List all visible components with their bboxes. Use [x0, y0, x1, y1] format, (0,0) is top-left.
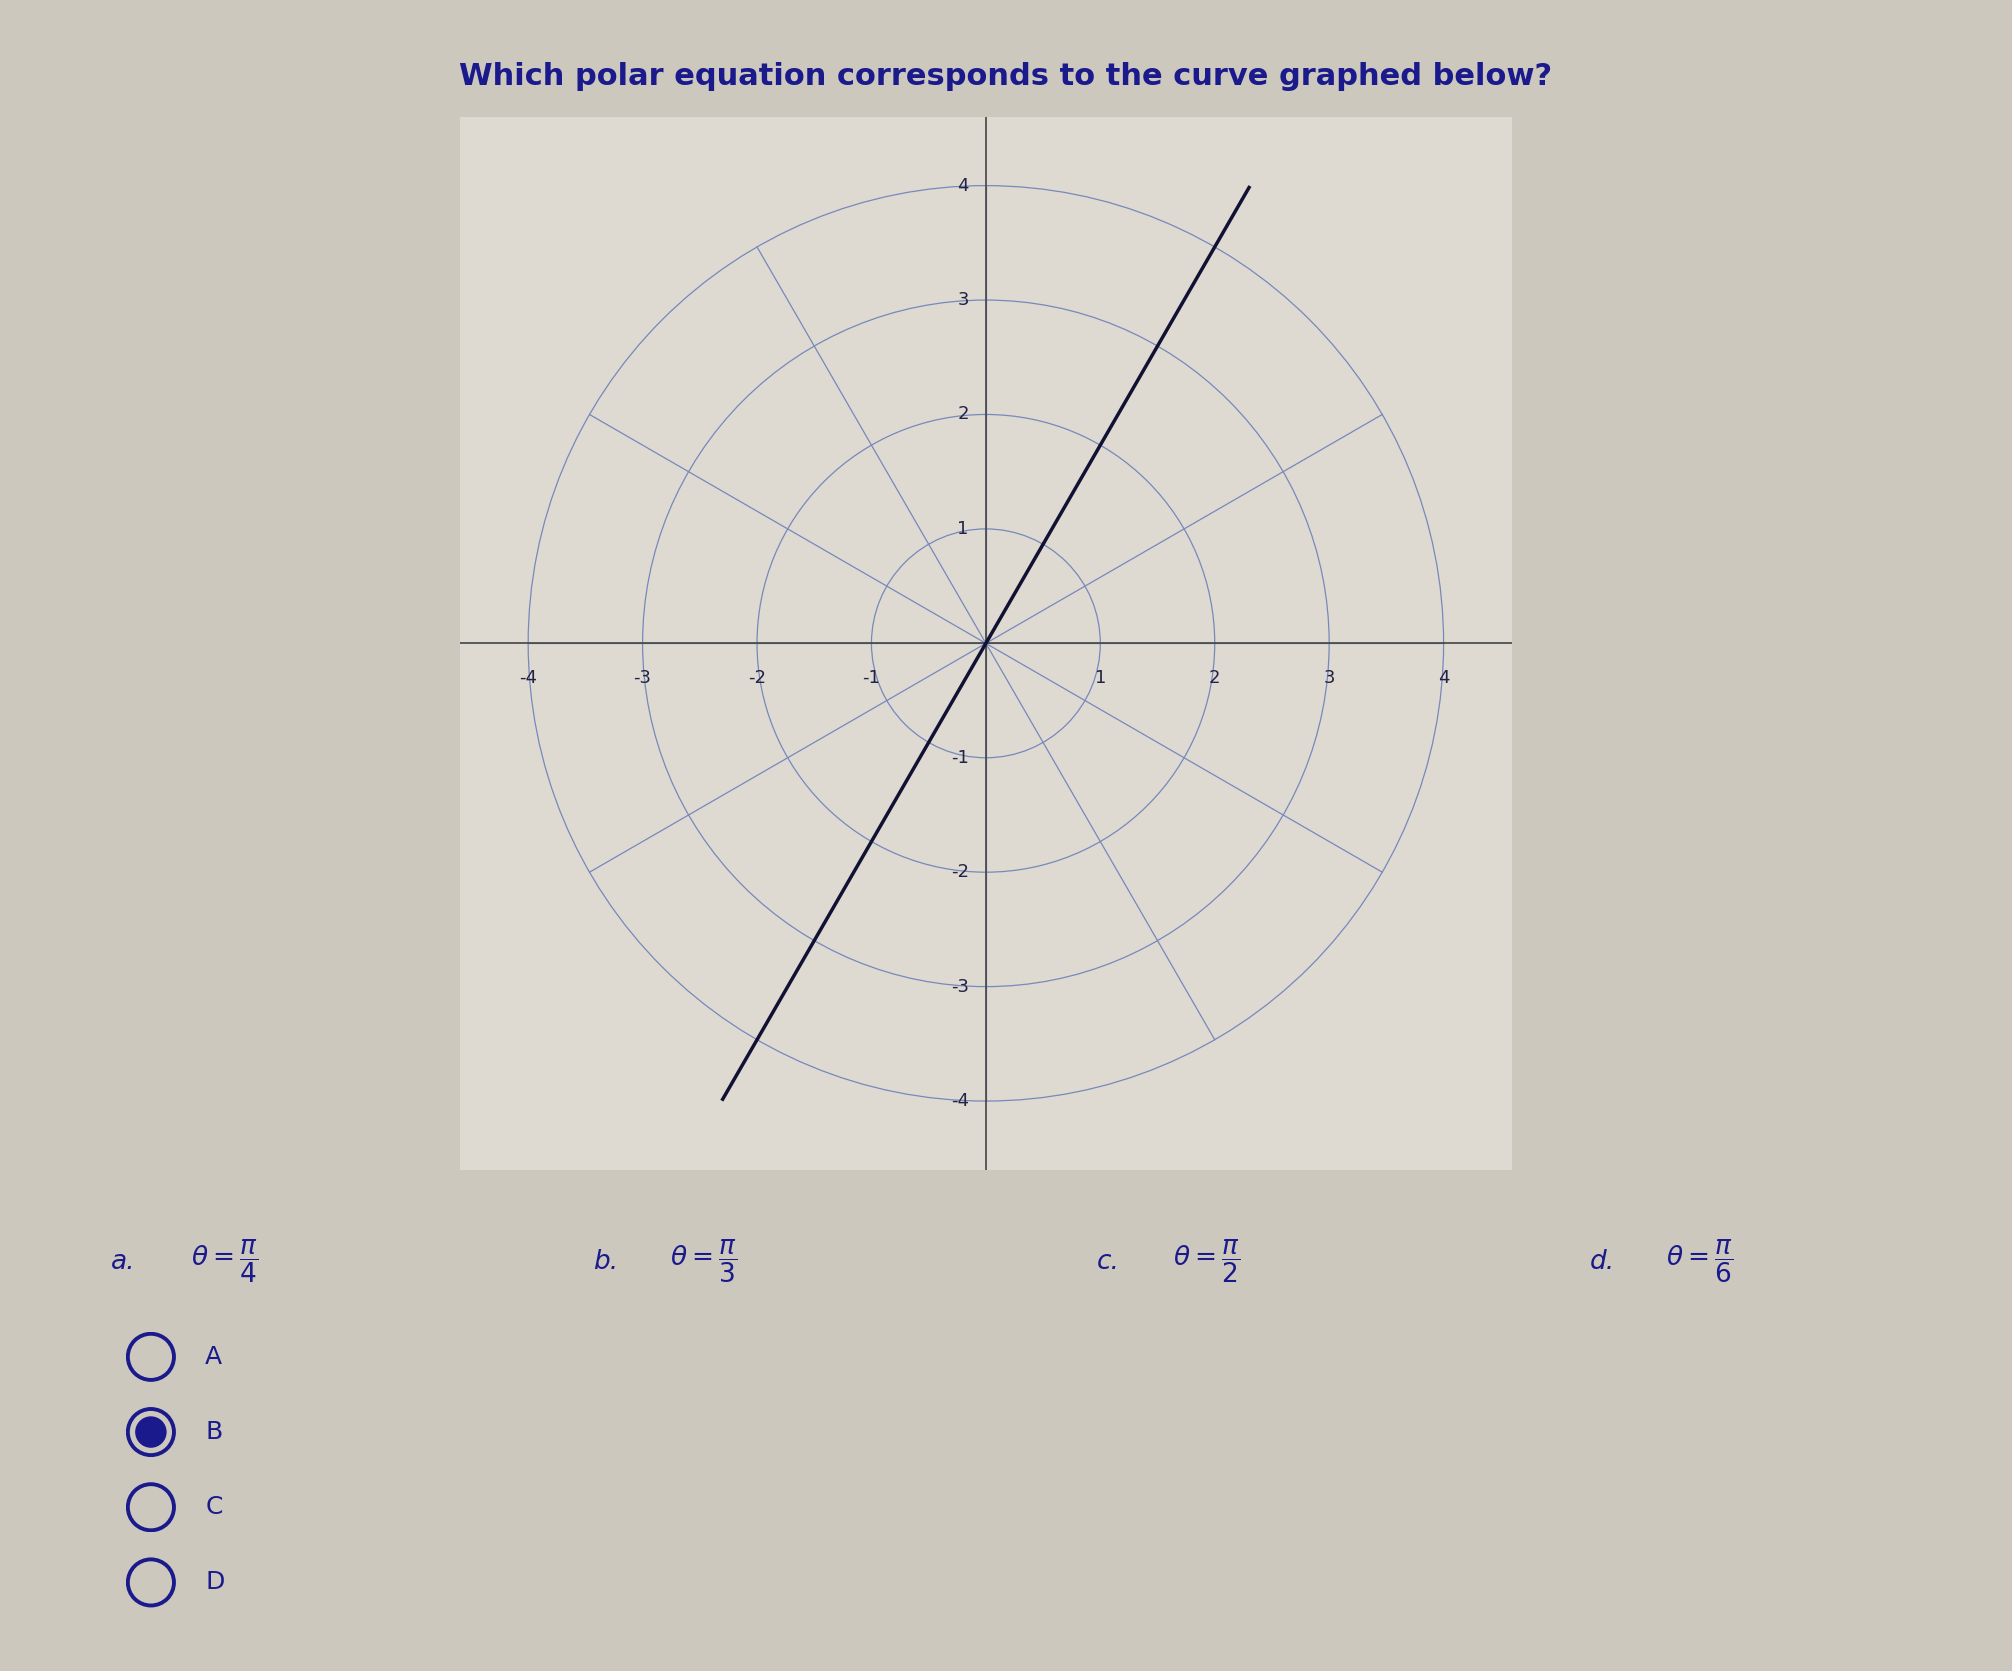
Text: -2: -2	[748, 668, 767, 687]
Text: 1: 1	[1095, 668, 1107, 687]
Text: b.: b.	[594, 1248, 618, 1275]
Text: -3: -3	[952, 978, 968, 996]
Text: a.: a.	[111, 1248, 135, 1275]
Circle shape	[137, 1417, 165, 1447]
Text: 4: 4	[958, 177, 968, 194]
Text: -4: -4	[952, 1093, 968, 1110]
Text: 2: 2	[958, 406, 968, 423]
Text: -4: -4	[519, 668, 537, 687]
Text: $\theta=\dfrac{\pi}{4}$: $\theta=\dfrac{\pi}{4}$	[191, 1238, 258, 1285]
Text: $\theta=\dfrac{\pi}{3}$: $\theta=\dfrac{\pi}{3}$	[670, 1238, 736, 1285]
Text: 3: 3	[958, 291, 968, 309]
Text: Which polar equation corresponds to the curve graphed below?: Which polar equation corresponds to the …	[459, 62, 1553, 90]
Text: A: A	[205, 1345, 223, 1369]
Text: 4: 4	[1439, 668, 1449, 687]
Text: $\theta=\dfrac{\pi}{2}$: $\theta=\dfrac{\pi}{2}$	[1173, 1238, 1239, 1285]
Text: $\theta=\dfrac{\pi}{6}$: $\theta=\dfrac{\pi}{6}$	[1666, 1238, 1732, 1285]
Text: c.: c.	[1097, 1248, 1119, 1275]
Text: -3: -3	[634, 668, 652, 687]
Text: C: C	[205, 1496, 223, 1519]
Text: 2: 2	[1209, 668, 1221, 687]
Text: -1: -1	[952, 749, 968, 767]
Text: D: D	[205, 1571, 225, 1594]
Text: 3: 3	[1324, 668, 1334, 687]
Text: -1: -1	[863, 668, 881, 687]
Text: -2: -2	[952, 864, 968, 881]
Text: d.: d.	[1589, 1248, 1614, 1275]
Text: 1: 1	[958, 520, 968, 538]
Text: B: B	[205, 1420, 223, 1444]
